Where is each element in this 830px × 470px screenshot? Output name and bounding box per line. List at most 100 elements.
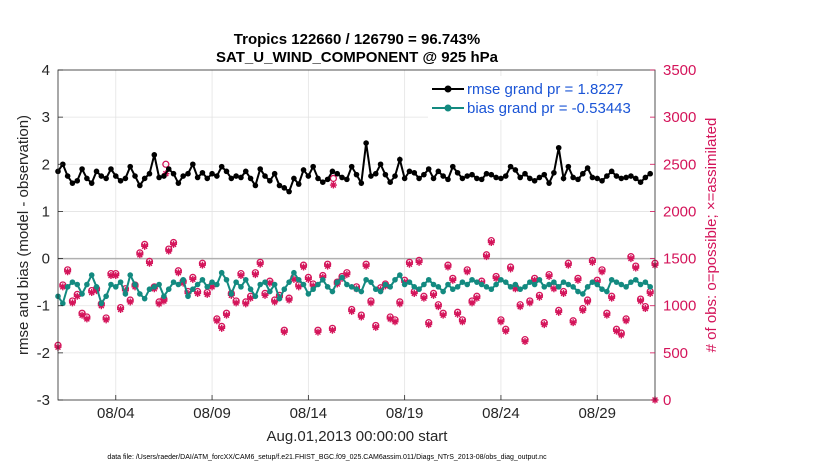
bias-point [170,279,177,285]
rmse-point [589,174,596,181]
obs-assimilated-point [213,317,221,325]
chart-title-line1: Tropics 122660 / 126790 = 96.743% [234,31,480,48]
obs-assimilated-point [165,247,173,255]
rmse-point [112,173,119,179]
bias-point [536,276,543,283]
right-axis-label: # of obs: o=possible; ×=assimilated [703,118,720,353]
bias-point [401,281,408,288]
rmse-point [84,175,90,182]
bias-point [295,276,302,283]
rmse-point [132,173,138,179]
bias-point [459,279,466,285]
obs-assimilated-point [247,294,255,302]
obs-assimilated-point [237,272,245,280]
left-axis-ticks: -3 -2 -1 0 1 2 3 4 [37,62,63,409]
rmse-point [647,170,653,177]
obs-assimilated-point [300,263,308,271]
rmse-point [372,170,379,177]
bias-point [382,281,389,288]
obs-assimilated-point [612,327,620,335]
bias-point [618,281,625,288]
bias-point [589,279,596,285]
bias-point [185,293,191,300]
bias-point [392,276,398,283]
legend-bias-marker [444,104,452,112]
bias-point [425,276,432,283]
rmse-point [286,188,292,195]
rmse-point [170,170,177,177]
rmse-point [575,176,581,183]
rmse-point [527,175,533,182]
rmse-point [570,174,576,181]
obs-assimilated-point [545,272,553,280]
obs-assimilated-point [415,258,423,266]
obs-assimilated-point [646,289,654,297]
rmse-point [474,175,480,182]
rmse-point [377,161,384,168]
bias-point [348,284,355,290]
rmse-point [93,168,100,175]
obs-assimilated-point [136,251,144,259]
right-tick-label: 1000 [663,298,696,315]
rmse-point [334,170,341,177]
bias-point [522,284,528,290]
bias-point [632,276,639,283]
rmse-point [218,163,225,170]
bias-point [435,284,442,290]
x-tick-label: 08/09 [193,405,231,422]
rmse-series-path [57,142,651,194]
obs-assimilated-point [145,259,153,267]
rmse-point [103,175,109,182]
obs-assimilated-point [256,260,264,268]
rmse-point [541,171,548,178]
bias-point [151,284,158,290]
rmse-point [584,165,591,171]
obs-assimilated-point [78,311,86,319]
rmse-point [387,179,394,185]
obs-assimilated-point [603,311,611,319]
right-axis-ticks: 0 500 1000 1500 2000 2500 3000 3500 [650,62,696,409]
bias-point [319,276,326,283]
bias-point [291,269,297,276]
obs-assimilated-point [458,318,466,326]
bias-point [93,284,100,290]
bias-point [146,286,153,293]
rmse-point [483,170,490,177]
rmse-point [469,171,475,178]
bias-point [267,288,273,295]
obs-assimilated-point [482,253,490,261]
bias-point [478,281,485,288]
bias-point [647,284,653,290]
rmse-point [151,152,158,158]
rmse-point [329,168,336,175]
obs-assimilated-point [598,268,606,276]
bias-point [199,276,206,283]
rmse-point [628,173,634,179]
rmse-point [291,175,297,182]
obs-assimilated-point [102,316,110,324]
bias-point [79,291,85,297]
obs-assimilated-point [516,303,524,311]
obs-assimilated-point [285,296,293,304]
bias-point [570,284,576,290]
obs-assimilated-point [242,300,250,308]
obs-assimilated-point [507,265,515,273]
x-tick-label: 08/04 [97,405,135,422]
obs-assimilated-point [386,315,394,323]
rmse-point [425,166,432,172]
bias-point [368,279,374,285]
obs-assimilated-point [160,297,168,305]
bias-point [247,286,254,293]
bias-point [546,281,552,288]
bias-point [286,279,292,285]
rmse-point [498,175,504,182]
bias-point [262,279,268,285]
x-tick-label: 08/29 [578,405,616,422]
bias-point [474,279,480,285]
bias-point [584,284,591,290]
chart-title-line2: SAT_U_WIND_COMPONENT @ 925 hPa [216,49,499,66]
bias-point [363,276,369,283]
right-tick-label: 500 [663,345,688,362]
rmse-point [180,173,186,179]
bias-point [440,288,446,295]
